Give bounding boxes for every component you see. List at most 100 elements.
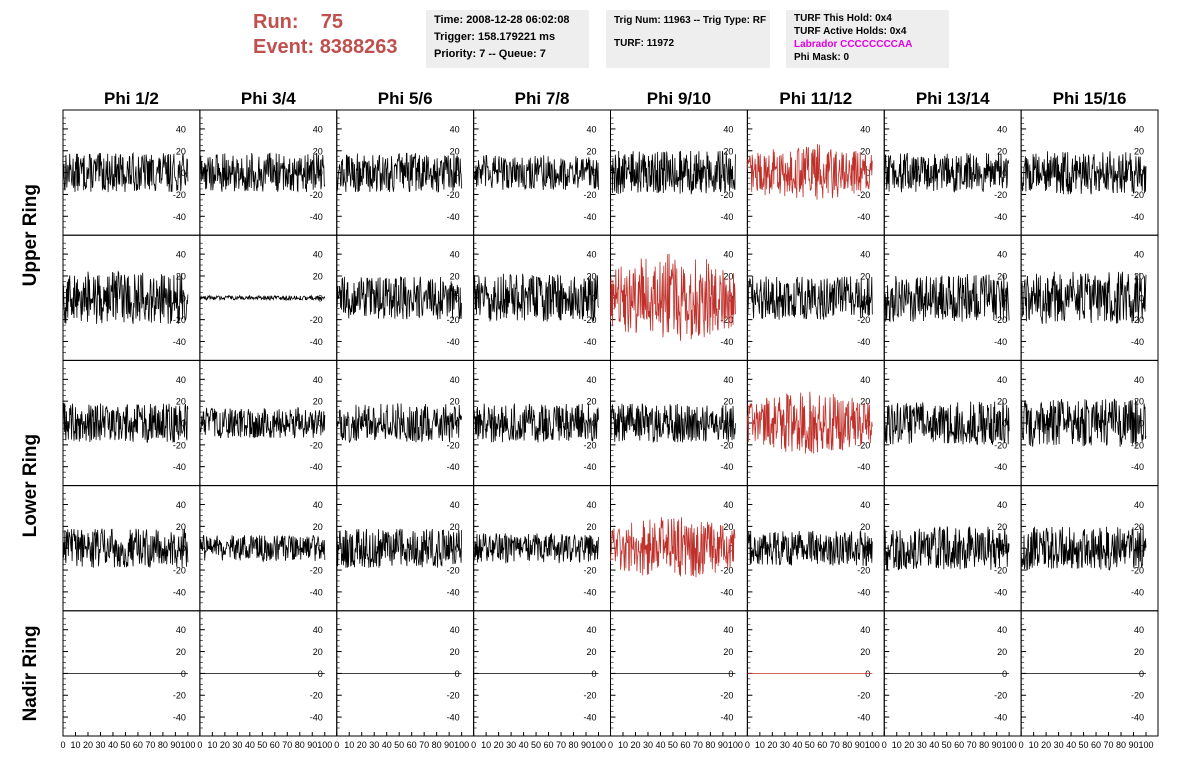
y-tick-label: -40 [447,337,460,347]
y-tick-label: -20 [173,566,186,576]
y-tick-label: -40 [310,587,323,597]
x-tick-label: 80 [432,740,442,750]
waveform-trace [747,391,873,454]
x-tick-label: 0 [197,740,202,750]
y-tick-label: 20 [313,647,323,657]
y-tick-label: -40 [857,212,870,222]
waveform-trace [883,526,1010,571]
y-tick-label: 20 [176,397,186,407]
waveform-trace [62,528,189,568]
y-tick-label: 0 [181,669,186,679]
y-tick-label: -20 [720,315,733,325]
y-tick-label: 20 [450,522,460,532]
y-tick-label: 0 [591,419,596,429]
y-tick-label: 0 [1139,168,1144,178]
x-tick-label: 30 [643,740,653,750]
waveform-trace [883,401,1010,446]
y-tick-label: -20 [173,440,186,450]
x-tick-label: 100 [1002,740,1017,750]
y-tick-label: 40 [997,625,1007,635]
y-tick-label: 40 [313,124,323,134]
y-tick-label: 20 [176,146,186,156]
x-tick-label: 80 [569,740,579,750]
y-tick-label: 40 [860,250,870,260]
priority-text: Priority: 7 -- Queue: 7 [434,48,546,60]
waveform-trace [610,253,736,341]
y-tick-label: 20 [1134,146,1144,156]
x-tick-label: 30 [95,740,105,750]
x-tick-label: 30 [917,740,927,750]
y-tick-label: 0 [728,544,733,554]
turf-this-hold-text: TURF This Hold: 0x4 [794,13,892,24]
x-tick-label: 100 [591,740,606,750]
y-tick-label: 40 [450,375,460,385]
y-tick-label: 0 [728,669,733,679]
y-tick-label: -40 [447,212,460,222]
y-tick-label: 40 [586,250,596,260]
x-tick-label: 0 [1019,740,1024,750]
x-tick-label: 50 [805,740,815,750]
y-tick-label: 20 [1134,522,1144,532]
column-header: Phi 13/14 [916,89,990,108]
waveform-trace [1020,271,1147,324]
y-tick-label: -40 [173,337,186,347]
x-tick-label: 80 [1116,740,1126,750]
x-tick-label: 0 [882,740,887,750]
y-tick-label: 20 [313,397,323,407]
y-tick-label: 20 [313,522,323,532]
y-tick-label: -20 [857,190,870,200]
x-tick-label: 60 [544,740,554,750]
x-tick-label: 30 [232,740,242,750]
y-tick-label: -20 [310,190,323,200]
x-tick-label: 40 [382,740,392,750]
y-tick-label: 20 [723,647,733,657]
y-tick-label: 20 [586,397,596,407]
waveform-trace [199,152,326,193]
y-tick-label: 40 [860,500,870,510]
y-tick-label: -40 [310,212,323,222]
turf-info-box: TURF This Hold: 0x4 TURF Active Holds: 0… [786,10,949,68]
x-tick-label: 90 [307,740,317,750]
y-tick-label: -40 [447,462,460,472]
column-header: Phi 7/8 [515,89,570,108]
run-line: Run: 75 [253,10,398,35]
row-label: Upper Ring [20,184,41,286]
x-tick-label: 90 [444,740,454,750]
y-tick-label: -20 [857,315,870,325]
x-tick-label: 10 [892,740,902,750]
x-tick-label: 40 [108,740,118,750]
y-tick-label: -20 [994,566,1007,576]
y-tick-label: -20 [720,190,733,200]
waveform-trace [610,150,736,195]
x-tick-label: 30 [1054,740,1064,750]
y-tick-label: -40 [447,713,460,723]
y-tick-label: 40 [586,625,596,635]
x-tick-label: 40 [929,740,939,750]
column-header: Phi 1/2 [104,89,159,108]
y-tick-label: -20 [720,440,733,450]
y-tick-label: -40 [583,587,596,597]
x-tick-label: 60 [270,740,280,750]
y-tick-label: -20 [447,691,460,701]
y-tick-label: -40 [720,462,733,472]
y-tick-label: -40 [1131,587,1144,597]
time-text: Time: 2008-12-28 06:02:08 [434,14,570,26]
y-tick-label: 0 [455,293,460,303]
y-tick-label: 40 [997,500,1007,510]
waveform-trace [62,402,189,443]
x-tick-label: 70 [556,740,566,750]
y-tick-label: 20 [860,146,870,156]
run-label: Run: [253,11,299,33]
y-tick-label: 40 [1134,250,1144,260]
y-tick-label: 20 [450,647,460,657]
y-tick-label: 40 [586,500,596,510]
x-tick-label: 50 [394,740,404,750]
y-tick-label: 40 [1134,124,1144,134]
y-tick-label: -20 [310,440,323,450]
x-tick-label: 60 [1091,740,1101,750]
y-tick-label: 0 [865,419,870,429]
y-tick-label: 20 [176,522,186,532]
y-tick-label: -40 [583,212,596,222]
y-tick-label: 20 [586,647,596,657]
waveform-trace [199,534,326,563]
